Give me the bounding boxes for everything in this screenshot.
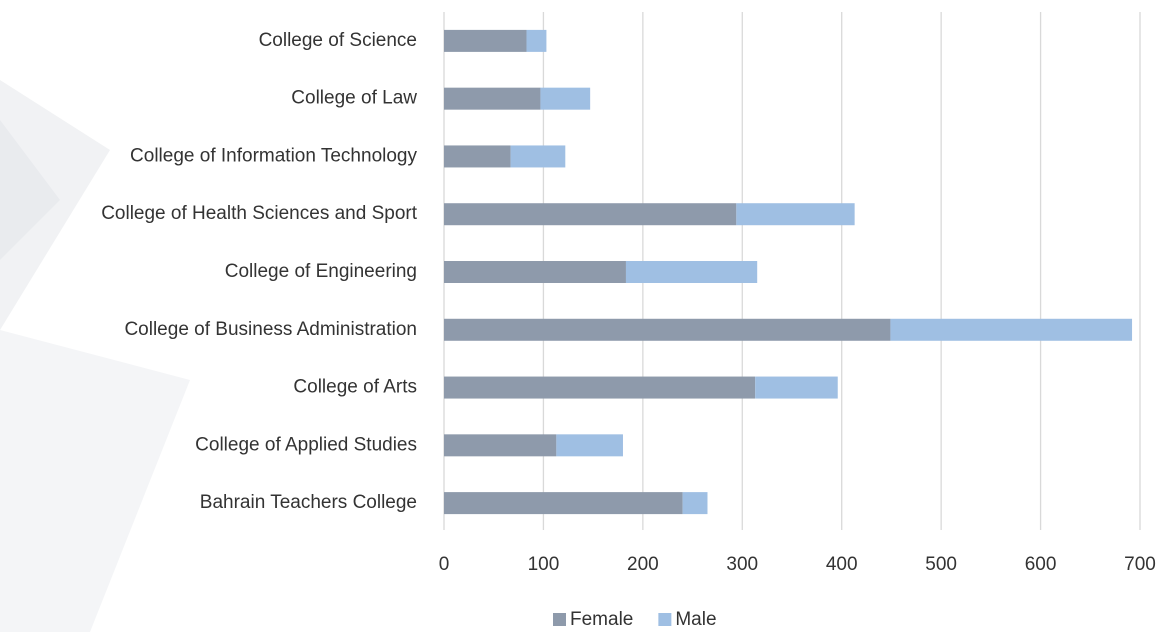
bar <box>444 203 737 226</box>
x-tick-label: 100 <box>528 554 560 575</box>
y-tick-label: College of Engineering <box>225 261 417 282</box>
x-tick-label: 700 <box>1124 554 1156 575</box>
bar <box>444 87 541 110</box>
bar <box>625 261 758 283</box>
y-tick-label: Bahrain Teachers College <box>200 492 417 513</box>
bar <box>890 318 1133 341</box>
bar <box>444 434 557 457</box>
bar <box>444 492 683 515</box>
bar <box>556 434 623 457</box>
bar <box>510 145 566 168</box>
x-tick-label: 400 <box>826 554 858 575</box>
bar <box>444 29 527 52</box>
x-tick-label: 600 <box>1025 554 1057 575</box>
bar <box>444 145 511 168</box>
bar <box>736 203 855 226</box>
bar <box>682 492 708 515</box>
y-tick-label: College of Applied Studies <box>195 434 417 455</box>
x-tick-label: 200 <box>627 554 659 575</box>
y-tick-label: College of Business Administration <box>124 319 417 340</box>
bar <box>540 87 591 110</box>
x-tick-label: 500 <box>925 554 957 575</box>
y-tick-label: College of Science <box>259 30 417 51</box>
y-tick-label: College of Arts <box>293 377 417 398</box>
y-tick-label: College of Information Technology <box>130 145 417 166</box>
bar <box>526 29 547 52</box>
bar <box>444 318 891 341</box>
bar <box>444 261 626 283</box>
legend-label: Male <box>675 609 716 630</box>
x-tick-label: 0 <box>439 554 450 575</box>
x-tick-label: 300 <box>726 554 758 575</box>
legend-swatch <box>658 613 672 626</box>
y-tick-label: College of Health Sciences and Sport <box>101 203 418 224</box>
legend-label: Female <box>570 609 633 630</box>
bar <box>755 376 838 399</box>
legend-swatch <box>553 613 566 626</box>
y-tick-label: College of Law <box>291 88 417 109</box>
background-decoration <box>0 80 190 632</box>
bar <box>444 376 756 399</box>
